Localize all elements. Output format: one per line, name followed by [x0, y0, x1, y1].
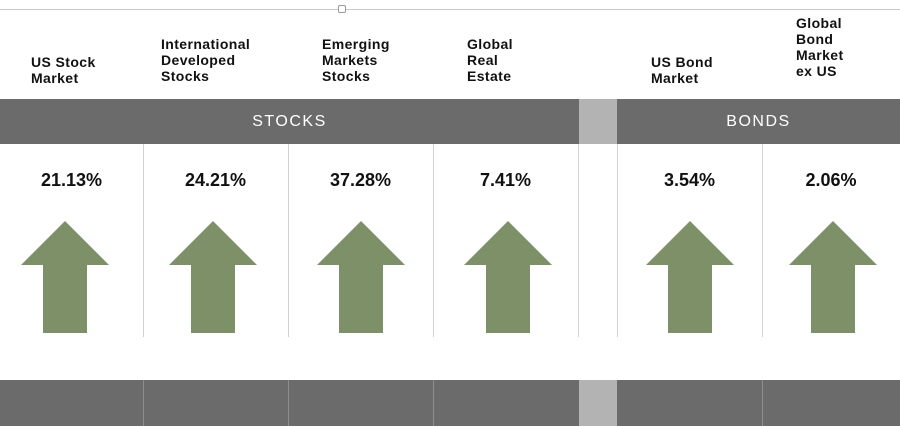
up-arrow-icon — [21, 221, 109, 333]
up-arrow-icon — [646, 221, 734, 333]
up-arrow-icon — [464, 221, 552, 333]
header-us-bond-market: US Bond Market — [651, 54, 713, 86]
stocks-band: STOCKS — [0, 99, 579, 144]
header-us-stock-market: US Stock Market — [31, 54, 96, 86]
return-us-bond-market: 3.54% — [663, 170, 716, 190]
stocks-label: STOCKS — [252, 112, 327, 130]
header-international-developed-stocks: International Developed Stocks — [161, 36, 251, 84]
column-divider — [433, 144, 434, 337]
column-divider — [288, 144, 289, 337]
footer-divider — [288, 380, 289, 426]
column-divider — [762, 144, 763, 337]
up-arrow-icon — [317, 221, 405, 333]
header-global-real-estate: Global Real Estate — [467, 36, 513, 84]
top-rule — [0, 9, 900, 10]
stocks-footer-band — [0, 380, 579, 426]
column-divider — [617, 144, 618, 337]
up-arrow-icon — [169, 221, 257, 333]
bonds-label: BONDS — [726, 112, 791, 130]
separator-band — [579, 99, 617, 144]
footer-divider — [762, 380, 763, 426]
bonds-footer-band — [617, 380, 900, 426]
header-global-bond-market-ex-us: Global Bond Market ex US — [796, 15, 844, 79]
bonds-band: BONDS — [617, 99, 900, 144]
footer-divider — [433, 380, 434, 426]
return-emerging-markets-stocks: 37.28% — [329, 170, 392, 190]
column-divider — [578, 144, 579, 337]
return-global-real-estate: 7.41% — [479, 170, 532, 190]
return-global-bond-market-ex-us: 2.06% — [805, 170, 857, 190]
return-international-developed-stocks: 24.21% — [184, 170, 247, 190]
header-emerging-markets-stocks: Emerging Markets Stocks — [322, 36, 390, 84]
separator-footer-band — [579, 380, 617, 426]
resize-handle[interactable] — [338, 5, 346, 13]
up-arrow-icon — [789, 221, 877, 333]
footer-divider — [143, 380, 144, 426]
column-divider — [143, 144, 144, 337]
return-us-stock-market: 21.13% — [40, 170, 103, 190]
